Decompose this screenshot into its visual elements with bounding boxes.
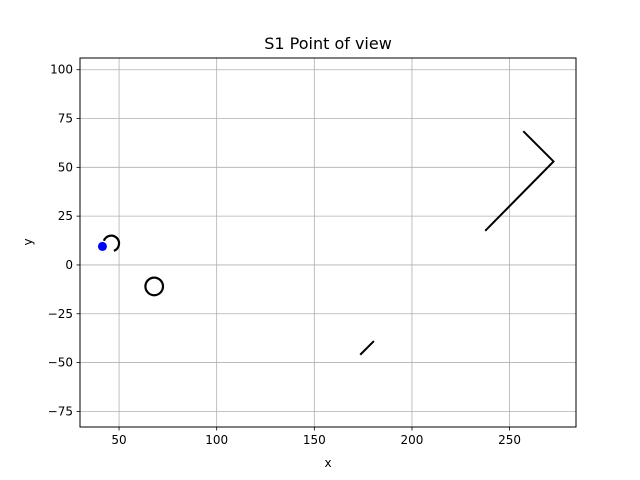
chart-title: S1 Point of view — [264, 34, 392, 53]
axes-frame — [79, 57, 577, 428]
wall-segment — [359, 340, 375, 356]
arc-obstacle — [102, 234, 121, 252]
x-tick-label: 50 — [111, 433, 126, 447]
y-tick-label: 0 — [65, 258, 73, 272]
y-tick-label: −75 — [48, 404, 73, 418]
y-tick-label: −50 — [48, 356, 73, 370]
position-point — [97, 241, 107, 251]
x-axis-ticks: 50 100 150 200 250 — [111, 427, 521, 447]
x-tick-label: 250 — [498, 433, 521, 447]
y-axis-ticks: −75 −50 −25 0 25 50 75 100 — [48, 63, 80, 418]
y-tick-label: 50 — [58, 160, 73, 174]
y-tick-label: 25 — [58, 209, 73, 223]
y-axis-label: y — [21, 238, 35, 245]
grid-lines — [80, 58, 576, 427]
data-marks — [97, 130, 555, 356]
y-tick-label: 100 — [50, 63, 73, 77]
x-axis-label: x — [324, 456, 331, 470]
y-tick-label: −25 — [48, 307, 73, 321]
wall-segment — [484, 130, 555, 232]
circle-obstacle — [144, 276, 165, 297]
x-tick-label: 150 — [303, 433, 326, 447]
x-tick-label: 200 — [401, 433, 424, 447]
y-tick-label: 75 — [58, 112, 73, 126]
x-tick-label: 100 — [205, 433, 228, 447]
